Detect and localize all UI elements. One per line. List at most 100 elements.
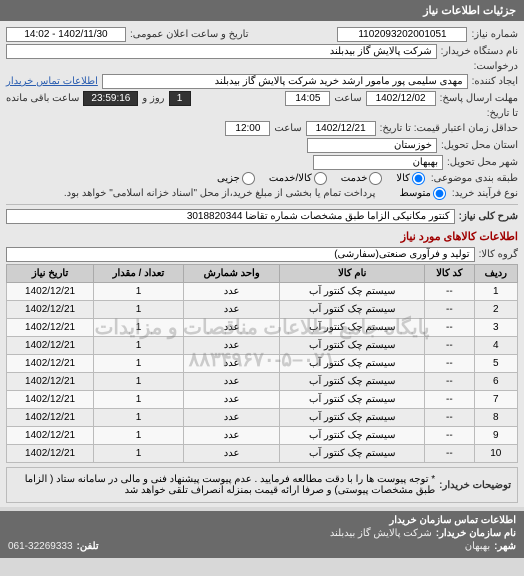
request-label: درخواست: [474,61,518,72]
table-cell: سیستم چک کنتور آب [280,355,425,373]
cat-kala-radio[interactable] [412,172,425,185]
table-cell: 1 [94,355,184,373]
footer-tel-label: تلفن: [77,541,99,552]
table-cell: -- [425,391,475,409]
city-label: شهر محل تحویل: [447,157,518,168]
note-text: * توجه پیوست ها را با دقت مطالعه فرمایید… [13,474,435,496]
cat-khadamat-radio[interactable] [369,172,382,185]
table-cell: -- [425,301,475,319]
footer-org-label: نام سازمان خریدار: [436,528,516,539]
table-cell: 1 [94,319,184,337]
pubdate-value: 1402/11/30 - 14:02 [6,27,126,42]
table-cell: سیستم چک کنتور آب [280,337,425,355]
table-cell: -- [425,283,475,301]
table-row: 2--سیستم چک کنتور آبعدد11402/12/21 [7,301,518,319]
table-cell: سیستم چک کنتور آب [280,373,425,391]
items-table: ردیفکد کالانام کالاواحد شمارشتعداد / مقد… [6,264,518,463]
table-cell: سیستم چک کنتور آب [280,283,425,301]
table-row: 4--سیستم چک کنتور آبعدد11402/12/21 [7,337,518,355]
table-header: تاریخ نیاز [7,265,94,283]
table-cell: 1 [94,301,184,319]
table-header: تعداد / مقدار [94,265,184,283]
cat-kalakh[interactable]: کالا/خدمت [269,172,329,185]
footer-org: شرکت پالایش گاز بیدبلند [330,528,432,539]
buyer-value: شرکت پالایش گاز بیدبلند [6,44,437,59]
price-valid-date: 1402/12/21 [306,121,376,136]
city-value: بهبهان [313,155,443,170]
table-cell: سیستم چک کنتور آب [280,319,425,337]
table-cell: 1 [474,283,517,301]
reqno-value: 1102093202001051 [337,27,467,42]
note-label: توضیحات خریدار: [439,480,511,491]
table-cell: سیستم چک کنتور آب [280,301,425,319]
pubdate-label: تاریخ و ساعت اعلان عمومی: [130,29,249,40]
table-cell: -- [425,337,475,355]
table-cell: 9 [474,427,517,445]
remain-suffix: ساعت باقی مانده [6,93,79,104]
table-cell: 6 [474,373,517,391]
table-row: 10--سیستم چک کنتور آبعدد11402/12/21 [7,445,518,463]
cat-ejare-radio[interactable] [242,172,255,185]
price-valid-time: 12:00 [225,121,270,136]
table-cell: -- [425,427,475,445]
table-cell: عدد [183,319,280,337]
footer-tel: 061-32269333 [8,541,73,552]
table-cell: 5 [474,355,517,373]
table-row: 6--سیستم چک کنتور آبعدد11402/12/21 [7,373,518,391]
remain-time: 23:59:16 [83,91,138,106]
reply-date: 1402/12/02 [366,91,436,106]
table-cell: -- [425,373,475,391]
table-cell: -- [425,319,475,337]
table-cell: 8 [474,409,517,427]
footer-city-label: شهر: [494,541,516,552]
table-cell: عدد [183,373,280,391]
table-cell: 2 [474,301,517,319]
table-cell: 10 [474,445,517,463]
table-cell: عدد [183,337,280,355]
need-title-value: کنتور مکانیکی الزاما طبق مشخصات شماره تق… [6,209,455,224]
table-cell: 1402/12/21 [7,445,94,463]
cat-kalakh-radio[interactable] [314,172,327,185]
table-cell: 1 [94,283,184,301]
table-row: 3--سیستم چک کنتور آبعدد11402/12/21 [7,319,518,337]
remain-days: 1 [169,91,191,106]
contact-link[interactable]: اطلاعات تماس خریدار [6,76,98,87]
reply-time: 14:05 [285,91,330,106]
group-label: گروه کالا: [479,249,518,260]
price-valid-label: حداقل زمان اعتبار قیمت: تا تاریخ: [380,123,518,134]
buyer-note: توضیحات خریدار: * توجه پیوست ها را با دق… [6,467,518,503]
items-heading: اطلاعات کالاهای مورد نیاز [6,226,518,245]
table-cell: عدد [183,445,280,463]
cat-kala[interactable]: کالا [396,172,427,185]
table-cell: 1 [94,373,184,391]
table-cell: 1402/12/21 [7,409,94,427]
table-cell: عدد [183,409,280,427]
table-cell: -- [425,355,475,373]
creator-label: ایجاد کننده: [472,76,518,87]
table-cell: -- [425,445,475,463]
table-cell: 1 [94,427,184,445]
table-cell: سیستم چک کنتور آب [280,427,425,445]
table-row: 1--سیستم چک کنتور آبعدد11402/12/21 [7,283,518,301]
buytype-radio[interactable] [433,187,446,200]
table-row: 9--سیستم چک کنتور آبعدد11402/12/21 [7,427,518,445]
table-cell: 1402/12/21 [7,355,94,373]
table-cell: عدد [183,301,280,319]
table-header: نام کالا [280,265,425,283]
province-label: استان محل تحویل: [441,140,518,151]
footer: اطلاعات تماس سازمان خریدار نام سازمان خر… [0,511,524,558]
table-cell: 4 [474,337,517,355]
table-header: واحد شمارش [183,265,280,283]
footer-head: اطلاعات تماس سازمان خریدار [8,515,516,526]
cat-khadamat[interactable]: خدمت [341,172,385,185]
table-cell: سیستم چک کنتور آب [280,409,425,427]
table-cell: عدد [183,391,280,409]
cat-ejare[interactable]: جزیی [217,172,257,185]
table-cell: 1402/12/21 [7,319,94,337]
table-cell: 1 [94,337,184,355]
table-cell: -- [425,409,475,427]
buytype-opt[interactable]: متوسط [399,187,447,200]
price-valid-time-label: ساعت [274,123,301,134]
table-cell: 1402/12/21 [7,337,94,355]
table-cell: 7 [474,391,517,409]
